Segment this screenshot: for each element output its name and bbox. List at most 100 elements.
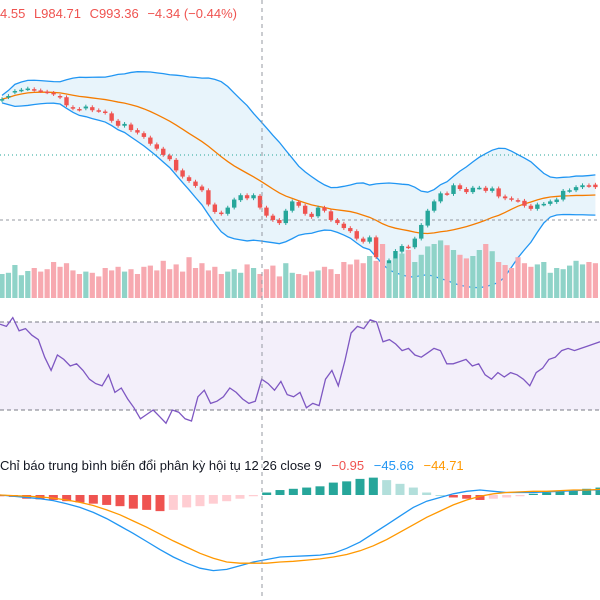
volume-bar — [218, 274, 224, 298]
macd-histogram-bar — [515, 495, 525, 497]
volume-bar — [321, 266, 328, 298]
volume-bar — [367, 256, 373, 298]
macd-histogram-bar — [182, 495, 192, 508]
candle-body — [335, 220, 340, 224]
candle-body — [341, 223, 347, 229]
macd-histogram-bar — [142, 495, 152, 510]
macd-histogram-bar — [168, 495, 178, 510]
volume-bar — [199, 263, 205, 298]
volume-bar — [225, 271, 231, 298]
volume-bar — [12, 265, 18, 298]
volume-bar — [76, 274, 82, 298]
macd-histogram-bar — [88, 495, 98, 504]
candle-body — [444, 193, 450, 195]
candle-body — [425, 210, 430, 226]
candle-body — [283, 210, 288, 224]
macd-histogram-bar — [422, 492, 432, 495]
volume-pane — [0, 240, 598, 298]
candle-body — [206, 190, 211, 205]
candle-body — [83, 106, 89, 109]
candle-body — [32, 89, 37, 91]
volume-bar — [315, 270, 321, 298]
volume-bar — [250, 268, 257, 298]
candle-body — [309, 213, 314, 217]
volume-bar — [102, 268, 108, 298]
macd-histogram-bar — [448, 495, 458, 498]
volume-bar — [192, 268, 199, 298]
candle-body — [0, 99, 5, 101]
candle-body — [212, 204, 218, 212]
volume-bar — [38, 271, 44, 298]
volume-bar — [341, 262, 347, 298]
volume-bar — [115, 266, 121, 298]
candle-body — [12, 91, 18, 93]
volume-bar — [586, 262, 592, 298]
volume-bar — [231, 269, 237, 298]
volume-bar — [276, 276, 282, 298]
macd-histogram-bar — [595, 487, 600, 495]
candle-body — [593, 184, 598, 188]
volume-bar — [463, 258, 469, 298]
low-value: L984.71 — [33, 6, 81, 21]
volume-bar — [567, 265, 573, 298]
volume-bar — [244, 264, 250, 298]
candle-body — [573, 187, 579, 191]
volume-bar — [379, 244, 386, 298]
candle-body — [457, 185, 463, 189]
volume-bar — [141, 266, 147, 298]
volume-bar — [489, 251, 495, 298]
volume-bar — [283, 263, 289, 298]
volume-bar — [205, 270, 211, 298]
volume-bar — [386, 263, 392, 298]
macd-histogram-bar — [408, 487, 418, 495]
macd-histogram-bar — [342, 481, 352, 495]
candle-body — [6, 96, 11, 98]
candle-body — [464, 189, 469, 193]
bollinger-upper-line — [1, 71, 596, 193]
ohlc-legend: 4.55 L984.71 C993.36 −4.34 (−0.44%) — [0, 6, 237, 22]
volume-bar — [63, 263, 70, 298]
candle-body — [580, 185, 585, 188]
volume-bar — [534, 264, 540, 298]
candle-body — [535, 204, 540, 209]
volume-bar — [147, 265, 153, 298]
macd-title: Chỉ báo trung bình biến đổi phân kỳ hội … — [0, 458, 322, 473]
macd-histogram-bar — [235, 495, 245, 499]
candle-body — [251, 195, 256, 199]
candle-body — [586, 185, 592, 187]
volume-bar — [444, 245, 450, 298]
volume-bar — [496, 262, 502, 298]
macd-histogram-bar — [155, 495, 165, 512]
candle-body — [328, 211, 334, 220]
volume-bar — [573, 260, 579, 298]
volume-bar — [186, 257, 192, 298]
volume-bar — [450, 250, 457, 298]
volume-bar — [109, 270, 115, 298]
candle-body — [315, 207, 321, 217]
volume-bar — [257, 274, 263, 298]
volume-bar — [70, 270, 76, 298]
candle-body — [51, 92, 56, 95]
macd-histogram-bar — [582, 488, 592, 495]
candle-body — [406, 246, 411, 249]
volume-bar — [296, 274, 302, 298]
volume-bar — [431, 244, 437, 298]
volume-bar — [405, 250, 411, 298]
volume-bar — [347, 264, 353, 298]
candle-body — [451, 185, 456, 194]
macd-histogram-bar — [475, 495, 485, 500]
volume-bar — [457, 254, 463, 298]
candle-body — [277, 220, 282, 224]
candle-body — [477, 187, 482, 190]
volume-bar — [502, 265, 508, 298]
rsi-pane — [0, 316, 600, 425]
candle-body — [367, 237, 372, 242]
volume-bar — [121, 271, 128, 298]
candle-body — [548, 201, 553, 204]
volume-bar — [470, 256, 476, 298]
candle-body — [302, 205, 308, 214]
rsi-band-fill — [0, 322, 600, 410]
volume-bar — [44, 269, 50, 298]
change-value: −4.34 (−0.44%) — [147, 6, 237, 21]
